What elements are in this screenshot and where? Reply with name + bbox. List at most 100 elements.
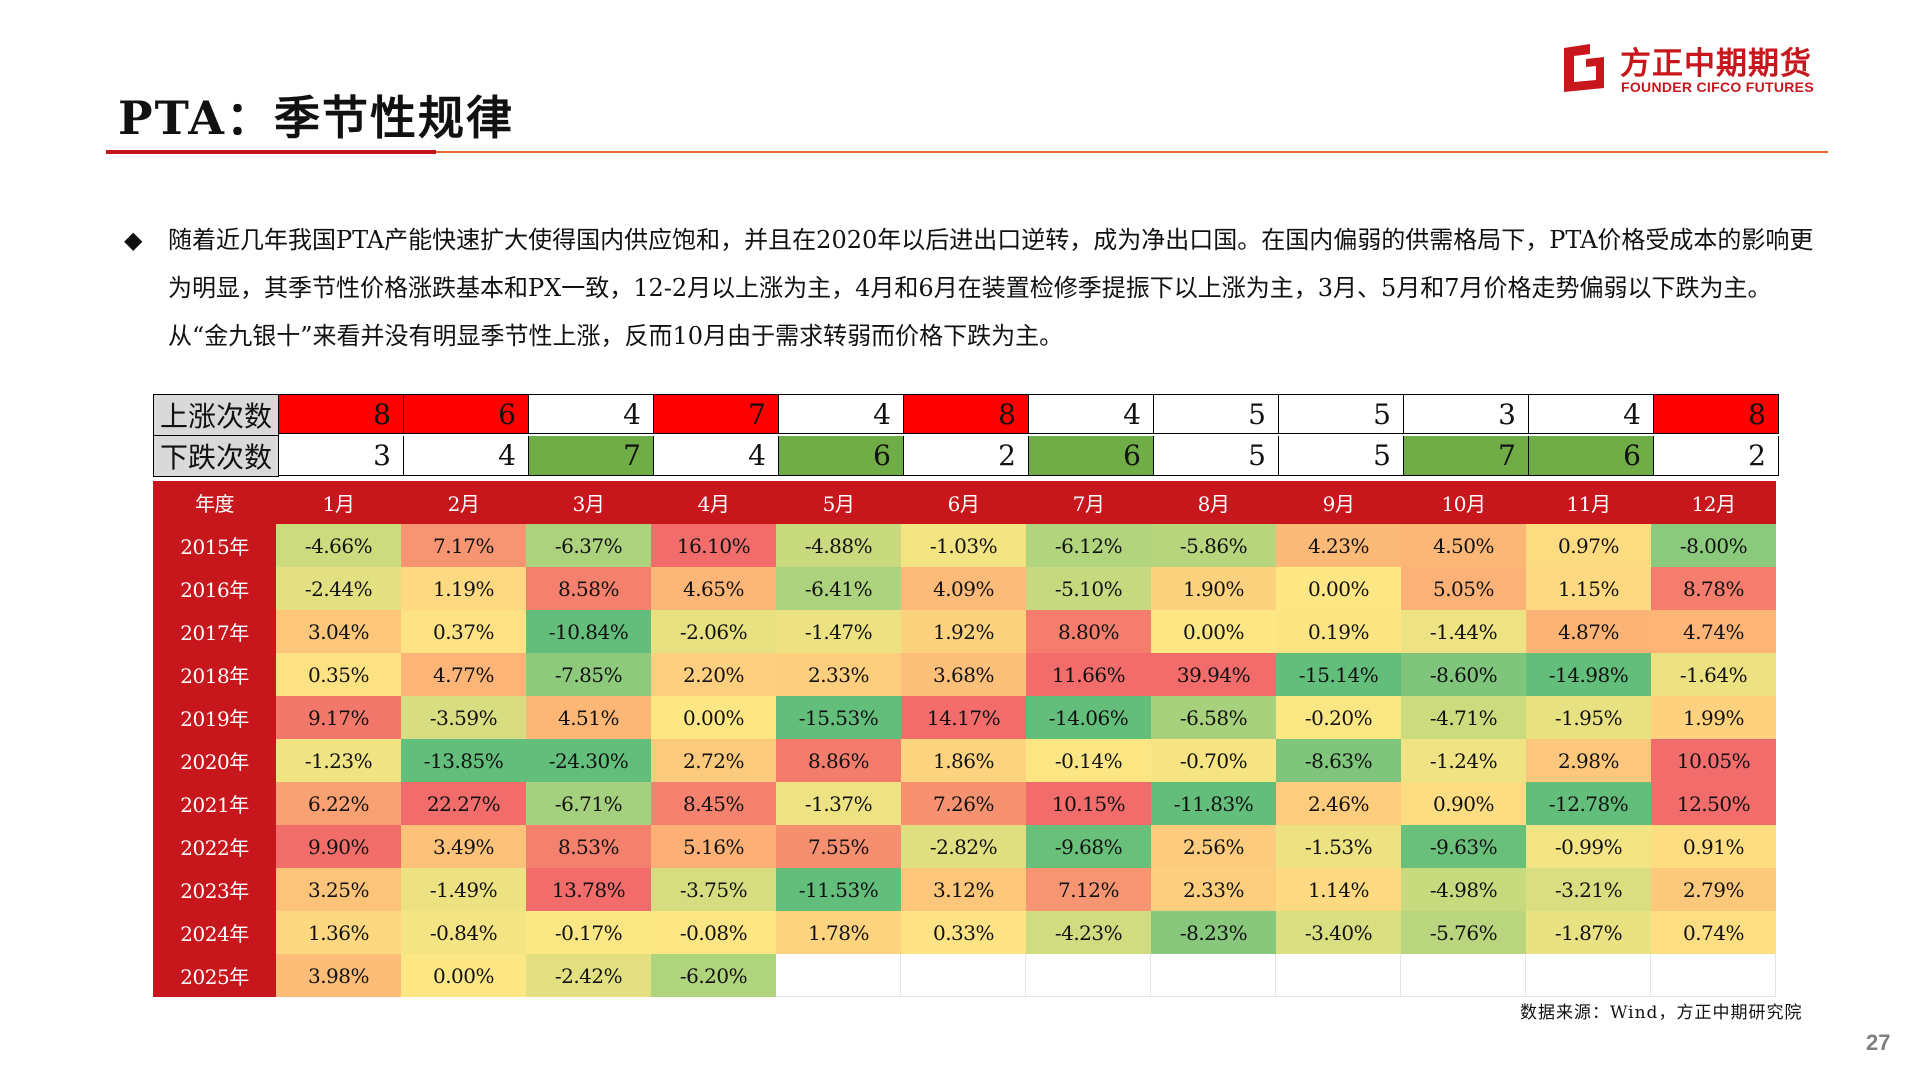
return-cell: -6.37% xyxy=(526,524,651,567)
return-cell: -1.64% xyxy=(1651,653,1776,696)
return-cell: -1.95% xyxy=(1526,696,1651,739)
return-cell xyxy=(1276,954,1401,997)
down-count-cell-6: 2 xyxy=(904,436,1029,476)
return-cell: -9.68% xyxy=(1026,825,1151,868)
return-cell: -11.53% xyxy=(776,868,901,911)
return-cell: -6.71% xyxy=(526,782,651,825)
title-underline xyxy=(436,151,1828,153)
return-cell: -0.08% xyxy=(651,911,776,954)
return-cell: -8.63% xyxy=(1276,739,1401,782)
return-cell: 3.49% xyxy=(401,825,526,868)
return-cell: 3.25% xyxy=(276,868,401,911)
logo-english-name: FOUNDER CIFCO FUTURES xyxy=(1621,79,1814,95)
return-cell: -2.44% xyxy=(276,567,401,610)
year-label: 2025年 xyxy=(153,954,276,997)
up-count-cell-5: 4 xyxy=(779,394,904,434)
return-cell: 0.00% xyxy=(1151,610,1276,653)
return-cell: -5.10% xyxy=(1026,567,1151,610)
return-cell xyxy=(1026,954,1151,997)
return-cell: 2.98% xyxy=(1526,739,1651,782)
return-cell: 1.36% xyxy=(276,911,401,954)
month-header-3: 3月 xyxy=(526,481,651,524)
return-cell: -14.98% xyxy=(1526,653,1651,696)
up-count-cell-4: 7 xyxy=(654,394,779,434)
return-cell: 1.19% xyxy=(401,567,526,610)
table-header-row: 年度 1月 2月 3月 4月 5月 6月 7月 8月 9月 10月 11月 12月 xyxy=(153,481,1776,524)
return-cell: -3.75% xyxy=(651,868,776,911)
return-cell: 10.15% xyxy=(1026,782,1151,825)
return-cell: 4.23% xyxy=(1276,524,1401,567)
return-cell: 4.51% xyxy=(526,696,651,739)
return-cell: -15.14% xyxy=(1276,653,1401,696)
return-cell: -0.99% xyxy=(1526,825,1651,868)
return-cell: 0.19% xyxy=(1276,610,1401,653)
return-cell: -1.49% xyxy=(401,868,526,911)
return-cell: 0.74% xyxy=(1651,911,1776,954)
return-cell: 0.90% xyxy=(1401,782,1526,825)
return-cell: 7.12% xyxy=(1026,868,1151,911)
down-count-cell-9: 5 xyxy=(1279,436,1404,476)
table-row: 2021年 6.22% 22.27% -6.71% 8.45% -1.37% 7.26% 10… xyxy=(153,782,1776,825)
return-cell: -1.03% xyxy=(901,524,1026,567)
table-row: 2020年 -1.23% -13.85% -24.30% 2.72% 8.86% 1.86%… xyxy=(153,739,1776,782)
title-underline-accent xyxy=(106,150,436,154)
month-header-10: 10月 xyxy=(1401,481,1526,524)
year-label: 2015年 xyxy=(153,524,276,567)
return-cell: 4.50% xyxy=(1401,524,1526,567)
summary-text: 随着近几年我国PTA产能快速扩大使得国内供应饱和，并且在2020年以后进出口逆转… xyxy=(168,226,1814,350)
return-cell xyxy=(1151,954,1276,997)
return-cell: 0.97% xyxy=(1526,524,1651,567)
return-cell: -1.87% xyxy=(1526,911,1651,954)
return-cell: 8.86% xyxy=(776,739,901,782)
down-count-cell-11: 6 xyxy=(1529,436,1654,476)
return-cell: 4.74% xyxy=(1651,610,1776,653)
year-label: 2016年 xyxy=(153,567,276,610)
return-cell: 7.17% xyxy=(401,524,526,567)
year-label: 2019年 xyxy=(153,696,276,739)
return-cell: 1.99% xyxy=(1651,696,1776,739)
return-cell: 0.00% xyxy=(401,954,526,997)
up-count-cell-3: 4 xyxy=(529,394,654,434)
table-row: 2019年 9.17% -3.59% 4.51% 0.00% -15.53% 14.17% -… xyxy=(153,696,1776,739)
return-cell: -1.24% xyxy=(1401,739,1526,782)
month-header-12: 12月 xyxy=(1651,481,1776,524)
return-cell: -6.58% xyxy=(1151,696,1276,739)
up-count-cell-6: 8 xyxy=(904,394,1029,434)
return-cell: 4.77% xyxy=(401,653,526,696)
return-cell: -1.53% xyxy=(1276,825,1401,868)
return-cell: 4.65% xyxy=(651,567,776,610)
down-count-cell-7: 6 xyxy=(1029,436,1154,476)
down-count-cell-2: 4 xyxy=(404,436,529,476)
return-cell: -1.37% xyxy=(776,782,901,825)
month-header-2: 2月 xyxy=(401,481,526,524)
founder-logo-icon xyxy=(1564,44,1604,92)
return-cell: -4.98% xyxy=(1401,868,1526,911)
return-cell: 0.35% xyxy=(276,653,401,696)
return-cell: 11.66% xyxy=(1026,653,1151,696)
table-row: 2017年 3.04% 0.37% -10.84% -2.06% -1.47% 1.92% 8… xyxy=(153,610,1776,653)
seasonal-returns-table: 年度 1月 2月 3月 4月 5月 6月 7月 8月 9月 10月 11月 12月 2015年 -4.66%… xyxy=(153,481,1776,997)
return-cell: 5.16% xyxy=(651,825,776,868)
year-label: 2017年 xyxy=(153,610,276,653)
return-cell: -24.30% xyxy=(526,739,651,782)
return-cell: -0.17% xyxy=(526,911,651,954)
return-cell: -5.86% xyxy=(1151,524,1276,567)
page-title: PTA：季节性规律 xyxy=(118,91,514,145)
return-cell: -0.14% xyxy=(1026,739,1151,782)
return-cell: 2.56% xyxy=(1151,825,1276,868)
return-cell: -6.20% xyxy=(651,954,776,997)
month-header-5: 5月 xyxy=(776,481,901,524)
month-header-6: 6月 xyxy=(901,481,1026,524)
table-row: 2023年 3.25% -1.49% 13.78% -3.75% -11.53% 3.12%… xyxy=(153,868,1776,911)
year-column-header: 年度 xyxy=(153,481,276,524)
return-cell: -4.71% xyxy=(1401,696,1526,739)
year-label: 2024年 xyxy=(153,911,276,954)
return-cell: -11.83% xyxy=(1151,782,1276,825)
return-cell: 8.58% xyxy=(526,567,651,610)
return-cell: 8.80% xyxy=(1026,610,1151,653)
return-cell: -0.70% xyxy=(1151,739,1276,782)
data-source-note: 数据来源：Wind，方正中期研究院 xyxy=(1520,1003,1803,1023)
year-label: 2021年 xyxy=(153,782,276,825)
down-count-cell-1: 3 xyxy=(279,436,404,476)
